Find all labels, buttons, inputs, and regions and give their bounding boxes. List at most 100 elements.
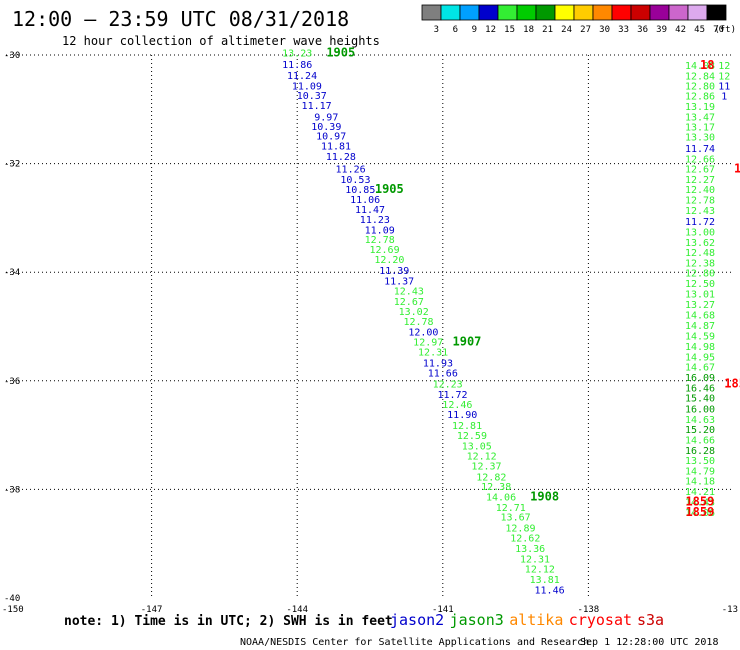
wave-height-point: 11.28 xyxy=(326,152,356,163)
colorbar-swatch xyxy=(706,4,727,21)
wave-height-point: 1 xyxy=(721,92,727,103)
wave-height-point: 11.66 xyxy=(428,369,458,380)
wave-height-point: 12.27 xyxy=(685,175,715,186)
wave-height-point: 12.69 xyxy=(370,245,400,256)
wave-height-point: 12.20 xyxy=(374,255,404,266)
colorbar-label: 6 xyxy=(453,25,458,35)
wave-height-point: 12.31 xyxy=(520,554,550,565)
colorbar-swatch xyxy=(440,4,461,21)
wave-height-point: 11.24 xyxy=(287,71,317,82)
wave-height-point: 10.85 xyxy=(345,185,375,196)
wave-height-point: 14.06 xyxy=(486,492,516,503)
time-label: 18 xyxy=(700,58,714,72)
wave-height-point: 12.38 xyxy=(685,258,715,269)
y-tick-label: -34 xyxy=(4,268,20,278)
colorbar-legend: 3 6 9 12 15 18 21 24 27 30 33 36 39 42 45 70(ft) xyxy=(421,4,736,35)
wave-height-point: 12.46 xyxy=(442,400,472,411)
wave-height-point: 11.93 xyxy=(423,358,453,369)
wave-height-point: 11.06 xyxy=(350,195,380,206)
colorbar-swatch xyxy=(687,4,708,21)
wave-height-point: 11.72 xyxy=(685,217,715,228)
wave-height-point: 14.21 xyxy=(685,487,715,498)
colorbar-label: 33 xyxy=(618,25,629,35)
colorbar-label: 9 xyxy=(472,25,477,35)
wave-height-point: 10.37 xyxy=(297,91,327,102)
wave-height-point: 12 xyxy=(718,61,730,72)
wave-height-point: 11.17 xyxy=(302,101,332,112)
time-label: 1907 xyxy=(453,335,482,349)
wave-height-point: 12.81 xyxy=(452,421,482,432)
wave-height-point: 14.06 xyxy=(685,508,715,519)
axis-ticks: -30 -32 -34 -36 -38 -40-150 -147 -144 -141 -138 -1… xyxy=(2,51,738,615)
footer-note: note: 1) Time is in UTC; 2) SWH is in fe… xyxy=(64,614,393,629)
colorbar-swatch xyxy=(630,4,651,21)
wave-height-point: 12.00 xyxy=(408,327,438,338)
wave-height-point: 11.47 xyxy=(355,205,385,216)
wave-height-point: 12.78 xyxy=(365,235,395,246)
wave-height-point: 12.80 xyxy=(685,269,715,280)
wave-height-point: 13.67 xyxy=(501,513,531,524)
colorbar-label: 3 xyxy=(434,25,439,35)
wave-height-point: 12 xyxy=(718,72,730,83)
wave-height-point: 15.20 xyxy=(685,425,715,436)
wave-height-point: 16.28 xyxy=(685,446,715,457)
colorbar-label: 70 xyxy=(713,25,724,35)
time-label: 1859 xyxy=(685,505,714,519)
wave-height-point: 12.67 xyxy=(685,164,715,175)
wave-height-point: 12.84 xyxy=(685,72,715,83)
y-tick-label: -32 xyxy=(4,160,20,170)
wave-height-point: 12.67 xyxy=(394,297,424,308)
colorbar-swatch xyxy=(649,4,670,21)
y-tick-label: -36 xyxy=(4,377,20,387)
wave-height-point: 12.78 xyxy=(403,317,433,328)
wave-height-point: 11.23 xyxy=(360,215,390,226)
time-label: 1905 xyxy=(326,45,355,59)
wave-height-point: 15.40 xyxy=(685,394,715,405)
wave-height-point: 14.79 xyxy=(685,466,715,477)
wave-height-point: 11.09 xyxy=(292,81,322,92)
wave-height-point: 14.67 xyxy=(685,363,715,374)
wave-height-point: 12.12 xyxy=(467,452,497,463)
x-tick-label: -141 xyxy=(432,605,454,615)
legend-item: s3a xyxy=(637,611,664,629)
wave-height-point: 13.81 xyxy=(530,575,560,586)
time-label: 1858 xyxy=(724,377,740,391)
wave-height-point: 14.98 xyxy=(685,342,715,353)
time-label: 1857 xyxy=(734,161,740,175)
colorbar-label: 18 xyxy=(523,25,534,35)
wave-height-point: 9.97 xyxy=(314,112,338,123)
colorbar-label: 15 xyxy=(504,25,515,35)
colorbar-swatch xyxy=(611,4,632,21)
legend-item: jason3 xyxy=(450,611,504,629)
wave-height-point: 12.38 xyxy=(481,482,511,493)
time-label: 1905 xyxy=(375,182,404,196)
wave-height-point: 14.18 xyxy=(685,477,715,488)
colorbar-unit: (ft) xyxy=(714,25,736,35)
wave-height-point: 14.08 xyxy=(685,61,715,72)
chart-subtitle: 12 hour collection of altimeter wave hei… xyxy=(62,34,380,48)
colorbar-swatch xyxy=(459,4,480,21)
wave-height-point: 11.81 xyxy=(321,142,351,153)
wave-height-point: 12.71 xyxy=(496,503,526,514)
colorbar-label: 42 xyxy=(675,25,686,35)
wave-height-point: 12.78 xyxy=(685,195,715,206)
colorbar-label: 24 xyxy=(561,25,572,35)
x-tick-label: -13 xyxy=(722,605,738,615)
wave-height-point: 11.90 xyxy=(447,410,477,421)
wave-height-point: 13.23 xyxy=(282,48,312,59)
colorbar-swatch xyxy=(668,4,689,21)
wave-height-point: 13.05 xyxy=(462,441,492,452)
satellite-legend: jason2 jason3 altika cryosat s3a xyxy=(390,611,664,629)
y-tick-label: -30 xyxy=(4,51,20,61)
wave-height-point: 14.66 xyxy=(685,435,715,446)
footer-timestamp: Sep 1 12:28:00 UTC 2018 xyxy=(580,637,718,648)
x-tick-label: -138 xyxy=(578,605,600,615)
wave-height-point: 13.27 xyxy=(685,300,715,311)
wave-height-point: 13.01 xyxy=(685,289,715,300)
colorbar-swatch xyxy=(516,4,537,21)
wave-height-point: 12.43 xyxy=(685,206,715,217)
wave-height-point: 12.80 xyxy=(685,81,715,92)
colorbar-swatch xyxy=(497,4,518,21)
